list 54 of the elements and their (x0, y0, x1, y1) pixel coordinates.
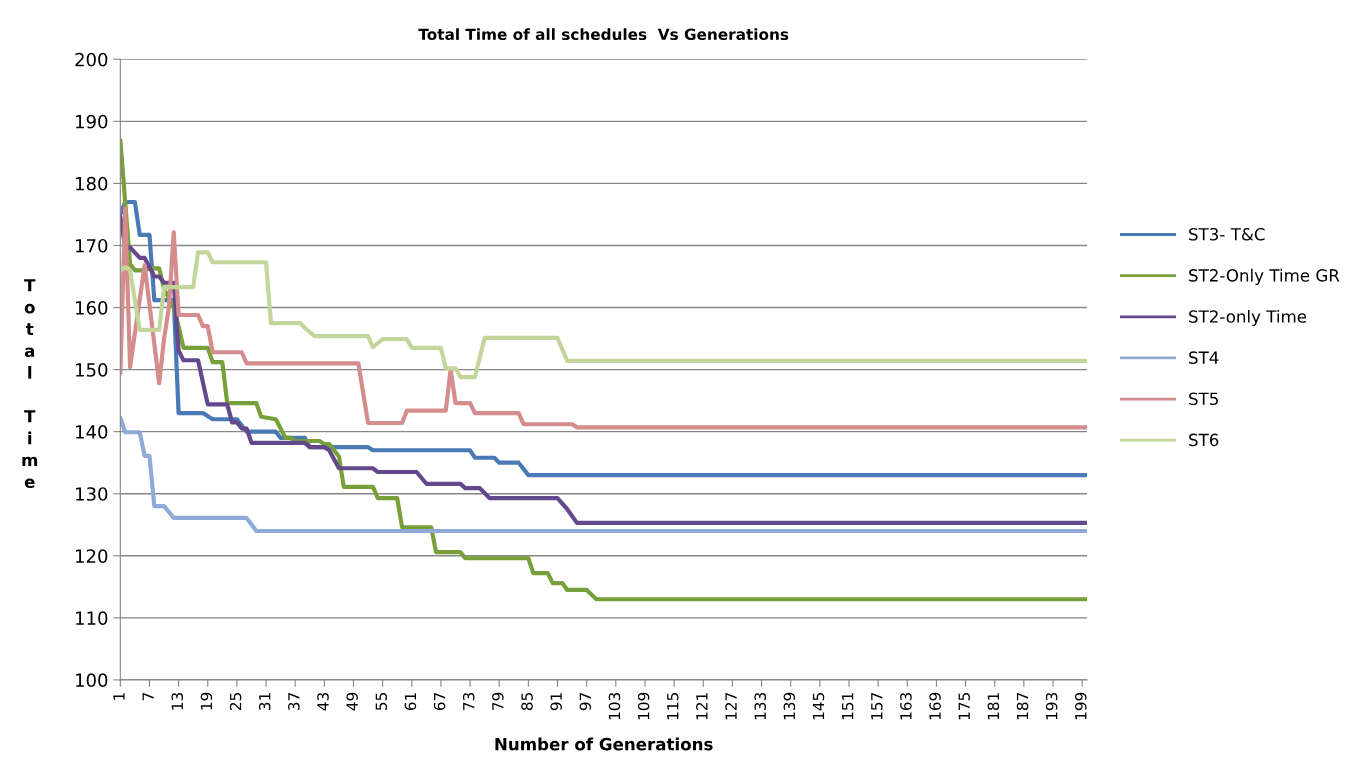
x-tick-label: 97 (579, 693, 592, 711)
y-tick-label: 180 (76, 176, 108, 191)
x-tick-label: 121 (696, 693, 708, 720)
x-tick-label: 37 (288, 693, 300, 710)
x-tick-label: 25 (229, 693, 242, 711)
y-tick-label: 160 (76, 301, 108, 315)
x-tick-label: 109 (637, 692, 650, 720)
x-tick-label: 43 (317, 692, 329, 711)
x-tick-label: 13 (171, 692, 184, 710)
x-tick-label: 79 (492, 692, 504, 710)
x-tick-label: 199 (1075, 692, 1087, 720)
legend-label: ST4 (1189, 351, 1219, 364)
x-tick-label: 175 (958, 693, 970, 720)
y-tick-label: 200 (75, 52, 108, 67)
x-tick-label: 49 (346, 692, 358, 711)
x-tick-label: 67 (433, 693, 446, 711)
x-tick-label: 91 (550, 693, 562, 711)
y-tick-label: 170 (76, 238, 108, 253)
y-tick-label: 190 (76, 114, 108, 129)
x-tick-label: 139 (783, 692, 796, 720)
legend-label: ST2-Only Time GR (1189, 268, 1340, 285)
x-tick-label: 157 (871, 693, 883, 720)
x-tick-label: 169 (929, 692, 941, 720)
text: Total Time (22, 279, 38, 489)
x-tick-label: 193 (1045, 692, 1058, 720)
x-tick-label: 187 (1016, 693, 1029, 720)
x-tick-label: 7 (142, 693, 154, 701)
legend-label: ST2-only Time (1189, 309, 1307, 327)
legend-label: ST6 (1189, 433, 1219, 447)
chart-title: Total Time of all schedules Vs Generations (418, 28, 789, 41)
y-tick-label: 140 (76, 425, 108, 439)
x-tick-label: 103 (608, 692, 621, 720)
x-tick-label: 85 (521, 693, 533, 711)
x-tick-label: 61 (404, 693, 417, 711)
x-axis-title: Number of Generations (495, 737, 713, 751)
x-tick-label: 55 (375, 693, 388, 710)
y-tick-label: 110 (76, 611, 108, 625)
legend-label: ST3- T&C (1189, 227, 1265, 241)
x-tick-label: 163 (900, 692, 912, 720)
x-tick-label: 1 (113, 693, 125, 700)
legend-label: ST5 (1189, 392, 1218, 406)
x-tick-label: 115 (667, 693, 679, 720)
y-tick-label: 150 (76, 363, 108, 377)
y-tick-label: 130 (76, 487, 108, 501)
x-tick-label: 19 (200, 692, 213, 710)
x-tick-label: 181 (987, 693, 1000, 720)
x-tick-label: 133 (754, 692, 766, 720)
y-tick-label: 100 (76, 673, 108, 688)
x-tick-label: 151 (842, 693, 854, 720)
x-tick-label: 145 (812, 693, 825, 720)
x-tick-label: 127 (725, 693, 737, 720)
x-tick-label: 31 (258, 693, 271, 710)
y-tick-label: 120 (76, 549, 108, 563)
x-tick-label: 73 (462, 692, 475, 710)
